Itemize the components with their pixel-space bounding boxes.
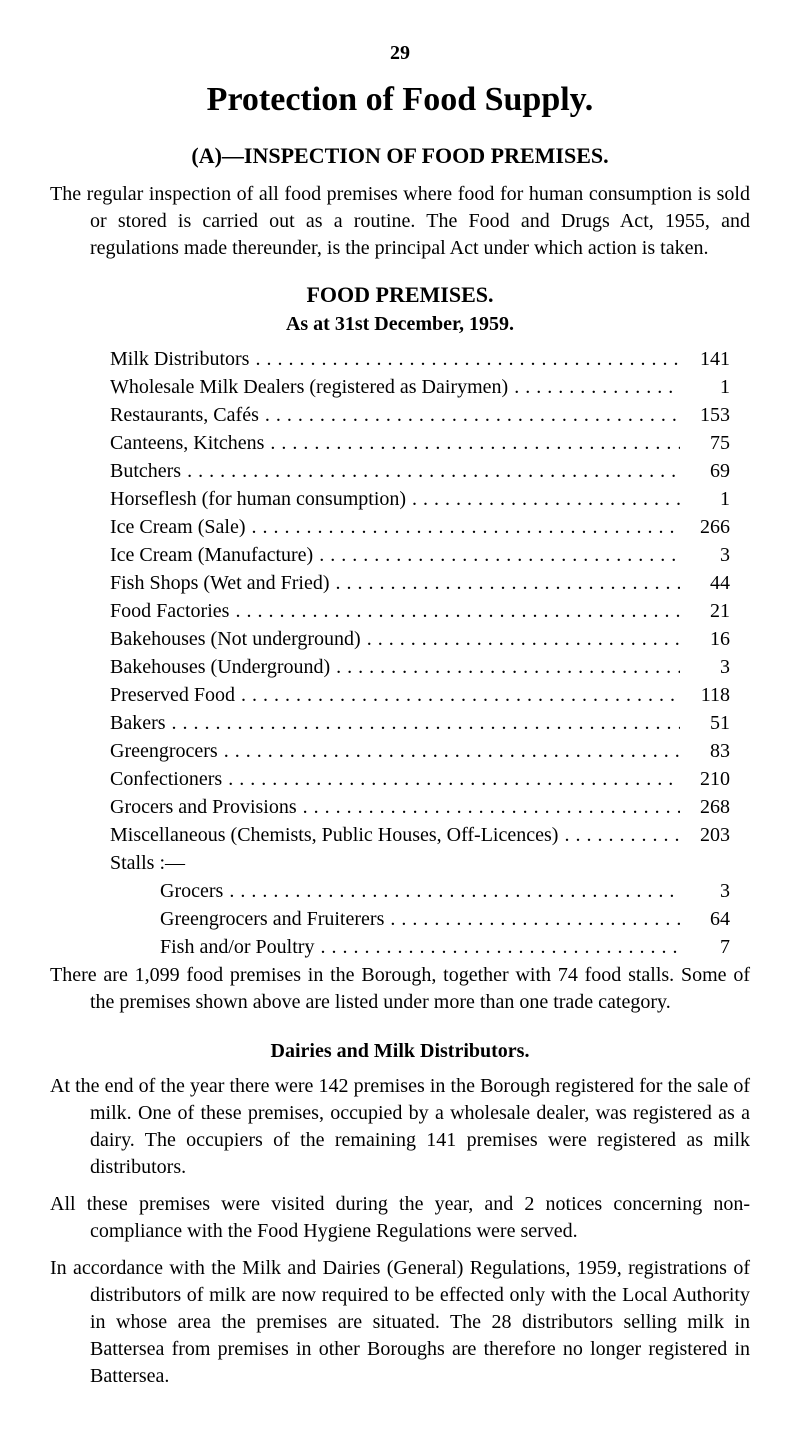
row-value: 266: [680, 514, 730, 541]
row-label: Grocers: [110, 878, 223, 905]
row-value: 3: [680, 542, 730, 569]
row-dots: ........................................…: [330, 654, 680, 681]
row-value: 21: [680, 598, 730, 625]
row-label: Preserved Food: [110, 682, 235, 709]
intro-paragraph: The regular inspection of all food premi…: [50, 181, 750, 262]
row-dots: ........................................…: [222, 766, 680, 793]
row-dots: ........................................…: [259, 402, 680, 429]
table-row: Milk Distributors.......................…: [110, 346, 730, 373]
row-dots: ........................................…: [223, 878, 680, 905]
row-value: 1: [680, 374, 730, 401]
row-value: 203: [680, 822, 730, 849]
row-label: Bakers: [110, 710, 166, 737]
row-dots: ........................................…: [384, 906, 680, 933]
row-label: Fish and/or Poultry: [110, 934, 314, 961]
table-row: Horseflesh (for human consumption)......…: [110, 486, 730, 513]
table-row: Bakehouses (Underground)................…: [110, 654, 730, 681]
table-row: Fish Shops (Wet and Fried)..............…: [110, 570, 730, 597]
row-label: Fish Shops (Wet and Fried): [110, 570, 330, 597]
row-label: Grocers and Provisions: [110, 794, 297, 821]
row-value: 64: [680, 906, 730, 933]
dairies-title: Dairies and Milk Distributors.: [50, 1038, 750, 1065]
row-value: 268: [680, 794, 730, 821]
row-value: 83: [680, 738, 730, 765]
row-label: Horseflesh (for human consumption): [110, 486, 406, 513]
row-value: 210: [680, 766, 730, 793]
row-dots: ........................................…: [508, 374, 680, 401]
stalls-header: Stalls :—: [110, 850, 730, 877]
table-row: Grocers and Provisions..................…: [110, 794, 730, 821]
row-label: Miscellaneous (Chemists, Public Houses, …: [110, 822, 558, 849]
row-value: 3: [680, 654, 730, 681]
table-row: Greengrocers and Fruiterers.............…: [110, 906, 730, 933]
dairies-paragraph-3: In accordance with the Milk and Dairies …: [50, 1255, 750, 1390]
row-value: 3: [680, 878, 730, 905]
row-label: Greengrocers: [110, 738, 218, 765]
row-dots: ........................................…: [235, 682, 680, 709]
row-value: 16: [680, 626, 730, 653]
table-row: Preserved Food..........................…: [110, 682, 730, 709]
row-dots: ........................................…: [406, 486, 680, 513]
table-row: Fish and/or Poultry.....................…: [110, 934, 730, 961]
row-dots: ........................................…: [229, 598, 680, 625]
row-dots: ........................................…: [558, 822, 680, 849]
table-row: Wholesale Milk Dealers (registered as Da…: [110, 374, 730, 401]
table-row: Greengrocers............................…: [110, 738, 730, 765]
row-dots: ........................................…: [245, 514, 680, 541]
row-label: Canteens, Kitchens: [110, 430, 264, 457]
table-row: Bakers..................................…: [110, 710, 730, 737]
row-dots: ........................................…: [181, 458, 680, 485]
row-label: Ice Cream (Manufacture): [110, 542, 313, 569]
table-row: Confectioners...........................…: [110, 766, 730, 793]
dairies-paragraph-1: At the end of the year there were 142 pr…: [50, 1073, 750, 1181]
row-value: 1: [680, 486, 730, 513]
stalls-label: Stalls :—: [110, 850, 185, 877]
table-row: Restaurants, Cafés......................…: [110, 402, 730, 429]
row-value: 7: [680, 934, 730, 961]
row-dots: ........................................…: [166, 710, 680, 737]
dairies-paragraph-2: All these premises were visited during t…: [50, 1191, 750, 1245]
row-value: 69: [680, 458, 730, 485]
row-value: 153: [680, 402, 730, 429]
row-dots: ........................................…: [218, 738, 680, 765]
row-label: Greengrocers and Fruiterers: [110, 906, 384, 933]
table-row: Butchers................................…: [110, 458, 730, 485]
table-row: Food Factories..........................…: [110, 598, 730, 625]
row-value: 118: [680, 682, 730, 709]
row-label: Bakehouses (Underground): [110, 654, 330, 681]
table-row: Miscellaneous (Chemists, Public Houses, …: [110, 822, 730, 849]
row-dots: ........................................…: [330, 570, 681, 597]
premises-table: Milk Distributors.......................…: [110, 346, 730, 961]
summary-paragraph: There are 1,099 food premises in the Bor…: [50, 962, 750, 1016]
row-dots: ........................................…: [314, 934, 680, 961]
row-label: Restaurants, Cafés: [110, 402, 259, 429]
page-title: Protection of Food Supply.: [50, 77, 750, 123]
row-label: Wholesale Milk Dealers (registered as Da…: [110, 374, 508, 401]
row-label: Food Factories: [110, 598, 229, 625]
row-dots: ........................................…: [264, 430, 680, 457]
table-row: Ice Cream (Sale)........................…: [110, 514, 730, 541]
table-row: Canteens, Kitchens......................…: [110, 430, 730, 457]
row-dots: ........................................…: [313, 542, 680, 569]
row-dots: ........................................…: [249, 346, 680, 373]
row-label: Milk Distributors: [110, 346, 249, 373]
table-subtitle: As at 31st December, 1959.: [50, 311, 750, 338]
table-row: Grocers.................................…: [110, 878, 730, 905]
row-value: 51: [680, 710, 730, 737]
page-number: 29: [50, 40, 750, 67]
section-a-heading: (A)—INSPECTION OF FOOD PREMISES.: [50, 141, 750, 171]
row-label: Bakehouses (Not underground): [110, 626, 361, 653]
row-dots: ........................................…: [297, 794, 680, 821]
row-value: 44: [680, 570, 730, 597]
row-dots: ........................................…: [361, 626, 680, 653]
row-value: 75: [680, 430, 730, 457]
row-value: 141: [680, 346, 730, 373]
table-row: Ice Cream (Manufacture).................…: [110, 542, 730, 569]
table-title: FOOD PREMISES.: [50, 280, 750, 310]
table-row: Bakehouses (Not underground)............…: [110, 626, 730, 653]
row-label: Ice Cream (Sale): [110, 514, 245, 541]
row-label: Confectioners: [110, 766, 222, 793]
row-label: Butchers: [110, 458, 181, 485]
